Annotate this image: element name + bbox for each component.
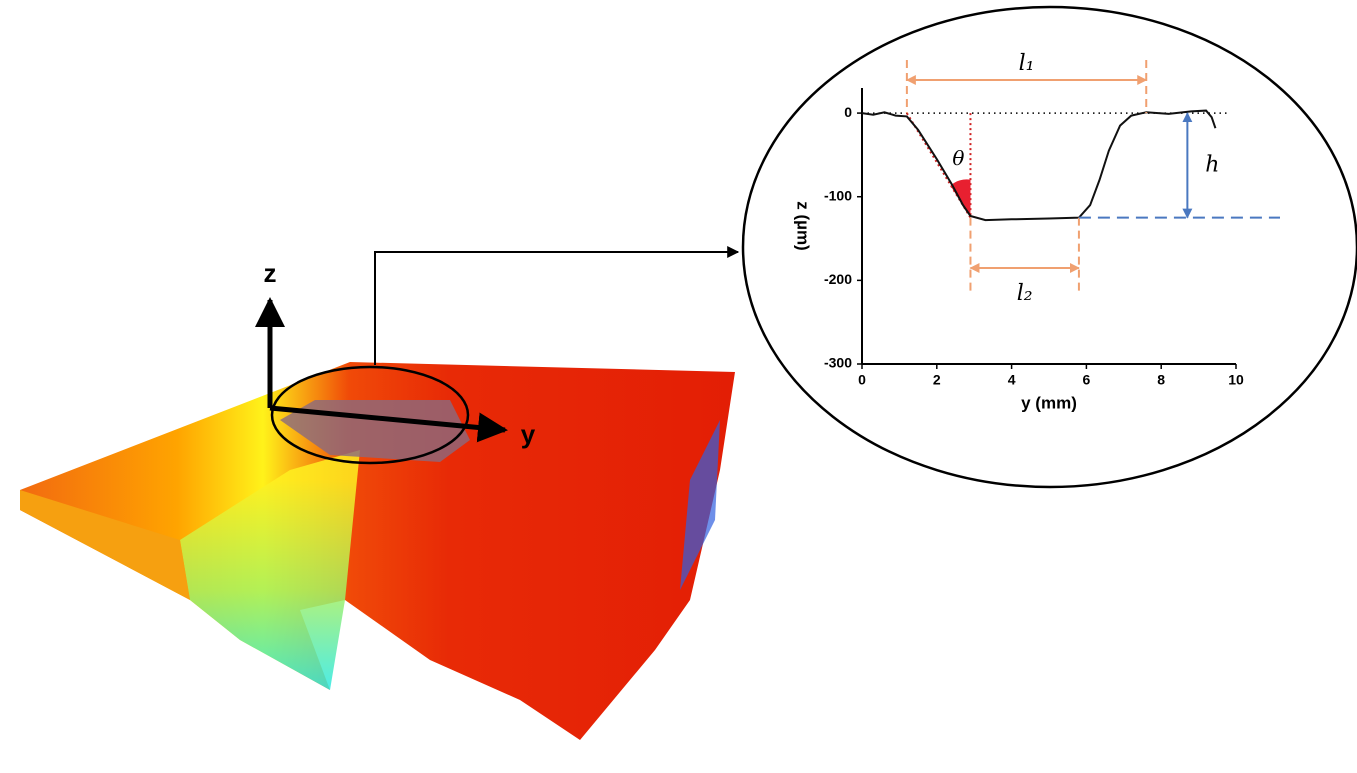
x-axis-title: y (mm) xyxy=(1021,393,1077,412)
l2-label: l₂ xyxy=(1017,281,1033,306)
plot: 0 2 4 6 8 10 -300 -200 -100 0 y (mm) z (µm) θ l₁ l₂ h xyxy=(794,51,1280,412)
y-label: y xyxy=(521,419,536,449)
surface-3d xyxy=(20,362,735,740)
y-arrow xyxy=(269,405,508,443)
y-tick-label: -100 xyxy=(824,187,852,203)
y-tick-label: -200 xyxy=(824,271,852,287)
y-tick-label: -300 xyxy=(824,355,852,371)
x-tick-label: 4 xyxy=(1008,372,1016,388)
inset-ellipse xyxy=(741,5,1357,489)
x-tick-label: 6 xyxy=(1083,372,1091,388)
x-tick-label: 8 xyxy=(1157,372,1165,388)
x-tick-label: 2 xyxy=(933,372,941,388)
y-tick-label: 0 xyxy=(844,104,852,120)
l1-label: l₁ xyxy=(1019,51,1035,76)
connector xyxy=(374,246,740,365)
x-tick-label: 10 xyxy=(1228,372,1244,388)
h-label: h xyxy=(1205,152,1219,177)
zoom-ellipse xyxy=(270,365,470,465)
theta-label: θ xyxy=(952,146,964,170)
y-axis-title: z (µm) xyxy=(794,201,813,250)
z-label: z xyxy=(264,258,277,288)
profile-line xyxy=(861,109,1217,222)
x-tick-label: 0 xyxy=(858,372,866,388)
